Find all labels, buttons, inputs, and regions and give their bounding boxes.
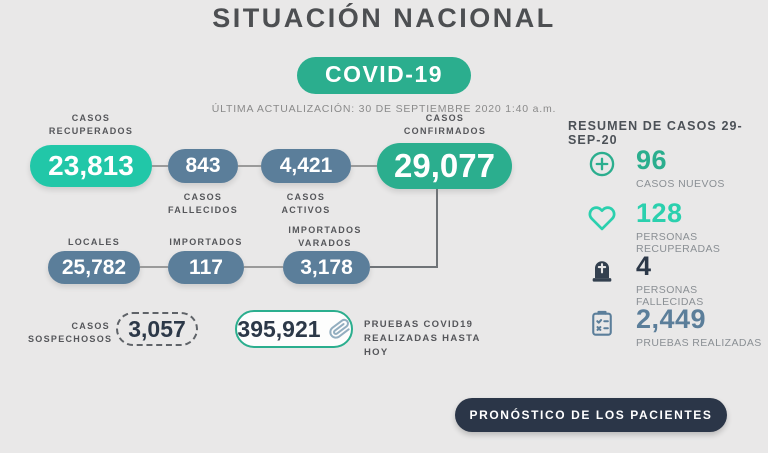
- imported-stranded-label: IMPORTADOS VARADOS: [288, 225, 362, 249]
- new-cases-value: 96: [636, 145, 668, 175]
- plus-circle-icon: [588, 150, 616, 178]
- confirmed-label: CASOS CONFIRMADOS: [403, 113, 487, 137]
- connector-line: [140, 266, 168, 268]
- recovered-pill: 23,813: [30, 145, 152, 187]
- local-pill: 25,782: [48, 251, 140, 284]
- connector-elbow-h: [370, 266, 438, 268]
- last-update-text: ÚLTIMA ACTUALIZACIÓN: 30 DE SEPTIEMBRE 2…: [211, 103, 557, 115]
- summary-row-deceased: 4 PERSONAS FALLECIDAS: [588, 253, 768, 308]
- summary-row-recovered: 128 PERSONAS RECUPERADAS: [588, 200, 768, 255]
- deceased-label: CASOS FALLECIDOS: [168, 192, 239, 216]
- active-pill: 4,421: [261, 149, 351, 183]
- summary-title: RESUMEN DE CASOS 29-SEP-20: [568, 119, 743, 147]
- suspected-label: CASOS SOSPECHOSOS: [28, 321, 113, 345]
- summary-row-new-cases: 96 CASOS NUEVOS: [588, 147, 725, 190]
- deceased-pill: 843: [168, 149, 238, 183]
- imported-label: IMPORTADOS: [169, 237, 243, 247]
- local-label: LOCALES: [67, 237, 121, 247]
- imported-pill: 117: [168, 251, 244, 284]
- summary-row-tests: 2,449 PRUEBAS REALIZADAS: [588, 306, 762, 349]
- tests-value: 395,921: [237, 315, 321, 342]
- connector-line: [351, 165, 377, 167]
- confirmed-pill: 29,077: [377, 143, 512, 189]
- connector-line: [238, 165, 261, 167]
- tests-label: PRUEBAS COVID19 REALIZADAS HASTA HOY: [364, 319, 481, 358]
- heart-icon: [588, 203, 616, 231]
- clipboard-icon: [588, 309, 616, 337]
- tombstone-icon: [588, 256, 616, 284]
- recovered-persons-value: 128: [636, 198, 683, 228]
- recovered-label: CASOS RECUPERADOS: [48, 113, 134, 137]
- page-title: SITUACIÓN NACIONAL: [212, 3, 556, 33]
- covid-badge: COVID-19: [296, 57, 472, 94]
- imported-stranded-pill: 3,178: [283, 251, 370, 284]
- recovered-persons-label: PERSONAS RECUPERADAS: [636, 231, 721, 255]
- connector-line: [152, 165, 168, 167]
- new-cases-label: CASOS NUEVOS: [636, 178, 725, 190]
- suspected-pill: 3,057: [116, 312, 198, 346]
- header: SITUACIÓN NACIONAL COVID-19 ÚLTIMA ACTUA…: [0, 0, 768, 115]
- connector-elbow-v: [436, 189, 438, 268]
- deceased-persons-value: 4: [636, 251, 652, 281]
- connector-line: [244, 266, 283, 268]
- paperclip-icon: [327, 317, 352, 342]
- forecast-button[interactable]: PRONÓSTICO DE LOS PACIENTES: [455, 398, 727, 432]
- tests-done-label: PRUEBAS REALIZADAS: [636, 337, 762, 349]
- active-label: CASOS ACTIVOS: [281, 192, 331, 216]
- tests-done-value: 2,449: [636, 304, 707, 334]
- deceased-persons-label: PERSONAS FALLECIDAS: [636, 284, 704, 308]
- tests-pill: 395,921: [235, 310, 353, 348]
